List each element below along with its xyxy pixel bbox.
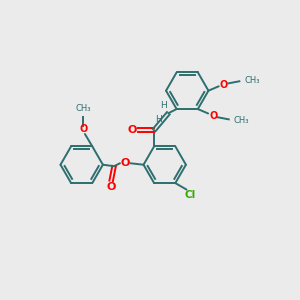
Text: O: O	[220, 80, 228, 90]
Text: O: O	[106, 182, 116, 192]
Text: CH₃: CH₃	[234, 116, 249, 125]
Text: CH₃: CH₃	[76, 104, 91, 113]
Text: CH₃: CH₃	[244, 76, 260, 85]
Text: H: H	[160, 101, 167, 110]
Text: O: O	[209, 110, 217, 121]
Text: O: O	[120, 158, 130, 168]
Text: Cl: Cl	[184, 190, 196, 200]
Text: H: H	[156, 115, 162, 124]
Text: O: O	[79, 124, 88, 134]
Text: O: O	[128, 125, 137, 135]
